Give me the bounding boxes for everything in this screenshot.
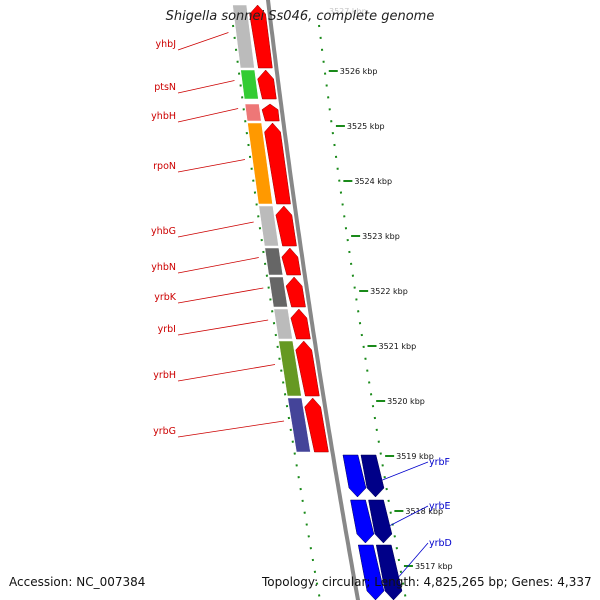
gene-block-yrbD <box>375 544 403 600</box>
cds-arrow-yrbF <box>342 454 367 498</box>
gene-leader-yhbJ <box>177 32 229 51</box>
kbp-tick-label: 3523 kbp <box>362 232 400 241</box>
gene-block-yhbH <box>244 103 262 122</box>
inner-dotted-track <box>232 24 321 600</box>
cds-arrow-ptsN <box>257 69 277 100</box>
kbp-tick-label: 3525 kbp <box>347 122 385 131</box>
gene-block-yrbE <box>368 499 393 544</box>
gene-leader-rpoN <box>177 159 246 173</box>
gene-block-yrbK <box>268 276 288 308</box>
cds-arrow-yrbI <box>290 308 311 340</box>
gene-label-ptsN: ptsN <box>154 82 176 93</box>
cds-arrow-yrbD <box>357 544 385 600</box>
gene-leader-yrbF <box>382 461 429 481</box>
gene-label-yrbH: yrbH <box>153 370 176 381</box>
gene-label-yrbG: yrbG <box>153 426 176 437</box>
gene-leader-yrbH <box>177 364 276 382</box>
cds-arrow-yrbK <box>285 276 306 308</box>
gene-block-yrbH <box>278 340 302 397</box>
topology-text: Topology: circular; Length: 4,825,265 bp… <box>262 575 592 589</box>
gene-leader-yhbN <box>177 257 259 274</box>
accession-text: Accession: NC_007384 <box>9 575 146 589</box>
genome-backbone <box>265 0 361 600</box>
kbp-tick-label: 3519 kbp <box>396 452 434 461</box>
tick-label-3527-kbp: 3527 kbp <box>329 7 367 16</box>
gene-label-yhbN: yhbN <box>151 262 176 273</box>
gene-leader-yrbI <box>177 319 269 336</box>
gene-label-yrbD: yrbD <box>429 538 452 549</box>
gene-label-yhbG: yhbG <box>151 226 176 237</box>
kbp-tick-label: 3520 kbp <box>387 397 425 406</box>
kbp-tick-label: 3518 kbp <box>405 507 443 516</box>
gene-block-yrbI <box>273 308 293 340</box>
gene-leader-ptsN <box>177 80 235 94</box>
cds-arrow-rpoN <box>264 122 291 205</box>
kbp-tick-label: 3521 kbp <box>379 342 417 351</box>
gene-block-yhbN <box>264 247 284 276</box>
gene-block-yrbG <box>287 397 311 453</box>
gene-block-yhbJ <box>232 4 255 69</box>
cds-arrow-yrbE <box>350 499 375 544</box>
cds-arrow-yhbJ <box>249 4 273 69</box>
gene-label-yrbF: yrbF <box>429 457 450 468</box>
kbp-tick-label: 3526 kbp <box>340 67 378 76</box>
outer-dotted-track <box>318 24 407 600</box>
kbp-tick-label: 3517 kbp <box>415 562 453 571</box>
kbp-tick-label: 3524 kbp <box>354 177 392 186</box>
gene-block-yhbG <box>258 205 279 247</box>
cds-arrow-yhbH <box>261 103 280 122</box>
gene-leader-yhbH <box>177 108 239 123</box>
gene-label-yrbK: yrbK <box>154 292 177 303</box>
gene-label-yrbI: yrbI <box>158 324 176 335</box>
gene-label-rpoN: rpoN <box>153 161 176 172</box>
cds-arrow-yrbH <box>295 340 320 397</box>
kbp-tick-label: 3522 kbp <box>370 287 408 296</box>
cds-arrow-yhbN <box>281 247 302 276</box>
gene-leader-yrbG <box>177 420 285 438</box>
cds-arrow-yrbG <box>304 397 329 453</box>
gene-label-yhbJ: yhbJ <box>156 39 176 50</box>
gene-leader-yrbD <box>398 542 429 577</box>
gene-leader-yrbK <box>177 287 264 304</box>
gene-label-yhbH: yhbH <box>151 111 176 122</box>
gene-leader-yrbE <box>389 505 429 526</box>
gene-block-yrbF <box>360 454 385 498</box>
genome-title: Shigella sonnei Ss046, complete genome <box>165 9 435 24</box>
gene-leader-yhbG <box>177 221 254 238</box>
cds-arrow-yhbG <box>275 205 297 247</box>
gene-block-ptsN <box>240 69 259 100</box>
gene-label-yrbE: yrbE <box>429 501 451 512</box>
gene-block-rpoN <box>247 122 273 205</box>
